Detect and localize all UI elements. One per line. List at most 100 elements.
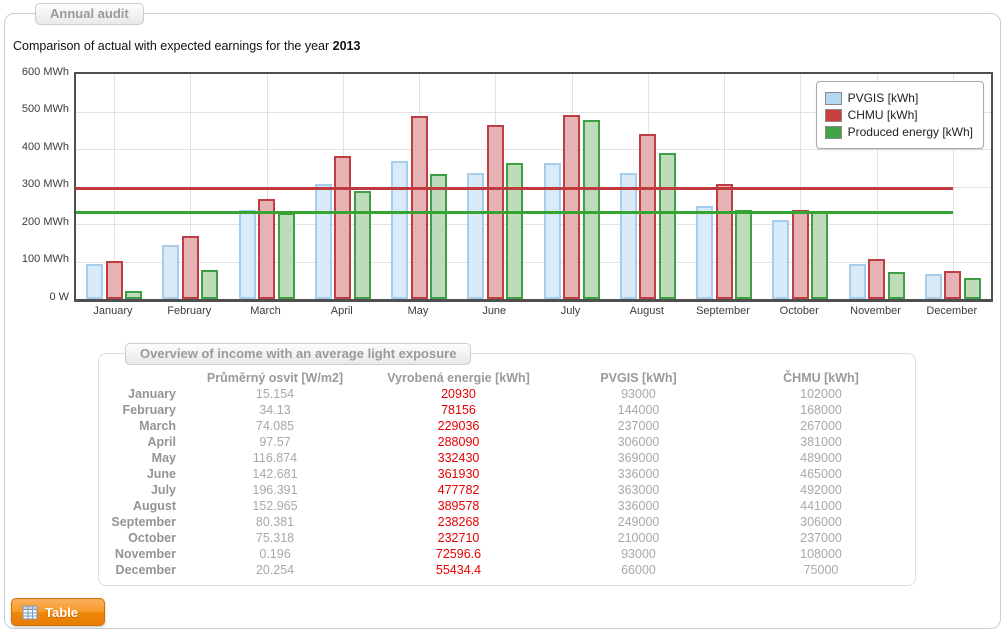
cell-energie: 232710 xyxy=(437,531,480,545)
cell-month: January xyxy=(128,387,176,401)
cell-energie: 20930 xyxy=(441,387,476,401)
bar-pvgis xyxy=(924,274,942,299)
cell-osvit: 20.254 xyxy=(255,563,295,577)
cell-pvgis: 306000 xyxy=(617,435,660,449)
bar-pvgis xyxy=(391,160,408,299)
x-tick-label: October xyxy=(779,305,819,317)
gridline-v xyxy=(114,74,116,299)
x-tick-label: May xyxy=(407,305,429,317)
cell-osvit: 142.681 xyxy=(252,467,298,481)
bar-pvgis xyxy=(86,264,103,299)
x-tick-label: August xyxy=(629,305,664,317)
y-tick-label: 500 MWh xyxy=(21,103,69,115)
table-column-header xyxy=(100,370,180,386)
legend-swatch xyxy=(824,108,842,122)
cell-month: June xyxy=(146,467,176,481)
cell-energie: 238268 xyxy=(437,515,480,529)
cell-chmu: 381000 xyxy=(800,435,842,449)
table-row: November 0.196 72596.6 93000 108000 xyxy=(100,546,912,562)
x-tick-label: July xyxy=(560,305,581,317)
bar-produced xyxy=(735,209,752,299)
x-tick-label: June xyxy=(482,305,507,317)
cell-osvit: 34.13 xyxy=(259,403,291,417)
table-column-header: Průměrný osvit [W/m2] xyxy=(206,371,344,385)
x-tick-label: September xyxy=(696,305,750,317)
cell-energie: 477782 xyxy=(437,483,480,497)
chart-legend: PVGIS [kWh] CHMU [kWh] Produced energy [kW… xyxy=(815,81,984,149)
cell-energie: 55434.4 xyxy=(435,563,482,577)
bar-produced xyxy=(430,174,447,299)
table-row: July 196.391 477782 363000 492000 xyxy=(100,482,912,498)
cell-osvit: 97.57 xyxy=(259,435,291,449)
bar-produced xyxy=(582,119,600,299)
gridline-h xyxy=(76,186,991,188)
table-column-header: PVGIS [kWh] xyxy=(600,371,677,385)
table-button[interactable]: Table xyxy=(11,598,105,626)
gridline-v xyxy=(800,74,802,299)
x-tick-label: November xyxy=(850,305,901,317)
cell-month: July xyxy=(150,483,176,497)
x-tick-label: January xyxy=(93,305,133,317)
cell-chmu: 237000 xyxy=(800,531,842,545)
cell-chmu: 108000 xyxy=(800,547,842,561)
cell-month: March xyxy=(139,419,176,433)
table-column-header: Vyrobená energie [kWh] xyxy=(387,371,530,385)
table-row: January 15.154 20930 93000 102000 xyxy=(100,386,912,402)
table-row: June 142.681 361930 336000 465000 xyxy=(100,466,912,482)
gridline-h xyxy=(76,111,991,113)
bar-pvgis xyxy=(162,245,180,299)
overview-table-panel: Overview of income with an average light… xyxy=(98,343,916,586)
cell-energie: 72596.6 xyxy=(435,547,482,561)
cell-pvgis: 237000 xyxy=(617,419,660,433)
table-row: October 75.318 232710 210000 237000 xyxy=(100,530,912,546)
gridline-v xyxy=(952,74,954,299)
bar-chmu xyxy=(334,156,352,299)
bar-produced xyxy=(963,278,981,299)
earnings-chart: 600 MWh 500 MWh 400 MWh 300 MWh 200 MWh 100 M… xyxy=(5,60,1000,325)
cell-energie: 332430 xyxy=(437,451,480,465)
cell-osvit: 152.965 xyxy=(252,499,298,513)
bar-pvgis xyxy=(238,210,256,299)
cell-pvgis: 369000 xyxy=(617,451,660,465)
cell-month: August xyxy=(132,499,176,513)
cell-pvgis: 249000 xyxy=(617,515,660,529)
bar-chmu xyxy=(944,270,962,299)
table-icon xyxy=(22,605,38,620)
table-header-row: Průměrný osvit [W/m2] Vyrobená energie [k… xyxy=(100,370,912,386)
cell-osvit: 74.085 xyxy=(255,419,295,433)
cell-chmu: 75000 xyxy=(803,563,839,577)
gridline-h xyxy=(76,261,991,263)
x-tick-label: March xyxy=(250,305,281,317)
legend-label: Produced energy [kWh] xyxy=(847,125,973,139)
legend-item: PVGIS [kWh] xyxy=(824,91,973,105)
cell-energie: 229036 xyxy=(437,419,480,433)
cell-chmu: 168000 xyxy=(800,403,842,417)
table-row: September 80.381 238268 249000 306000 xyxy=(100,514,912,530)
cell-chmu: 267000 xyxy=(800,419,842,433)
legend-item: Produced energy [kWh] xyxy=(824,125,973,139)
legend-item: CHMU [kWh] xyxy=(824,108,973,122)
legend-label: CHMU [kWh] xyxy=(847,108,918,122)
legend-label: PVGIS [kWh] xyxy=(847,91,919,105)
table-row: December 20.254 55434.4 66000 75000 xyxy=(100,562,912,578)
cell-month: October xyxy=(128,531,176,545)
bar-produced xyxy=(811,211,829,299)
y-tick-label: 200 MWh xyxy=(21,215,69,228)
cell-pvgis: 336000 xyxy=(617,499,660,513)
cell-osvit: 116.874 xyxy=(252,451,298,465)
table-row: May 116.874 332430 369000 489000 xyxy=(100,450,912,466)
table-row: February 34.13 78156 144000 168000 xyxy=(100,402,912,418)
cell-osvit: 15.154 xyxy=(255,387,295,401)
bar-pvgis xyxy=(314,184,332,299)
bar-produced xyxy=(658,152,676,299)
cell-month: December xyxy=(115,563,176,577)
cell-chmu: 306000 xyxy=(800,515,842,529)
gridline-v xyxy=(190,74,192,299)
cell-osvit: 75.318 xyxy=(255,531,295,545)
cell-month: September xyxy=(111,515,176,529)
bar-pvgis xyxy=(467,173,485,299)
bar-pvgis xyxy=(772,220,790,299)
bar-produced xyxy=(201,269,219,299)
gridline-v xyxy=(266,74,268,299)
cell-month: April xyxy=(147,435,176,449)
